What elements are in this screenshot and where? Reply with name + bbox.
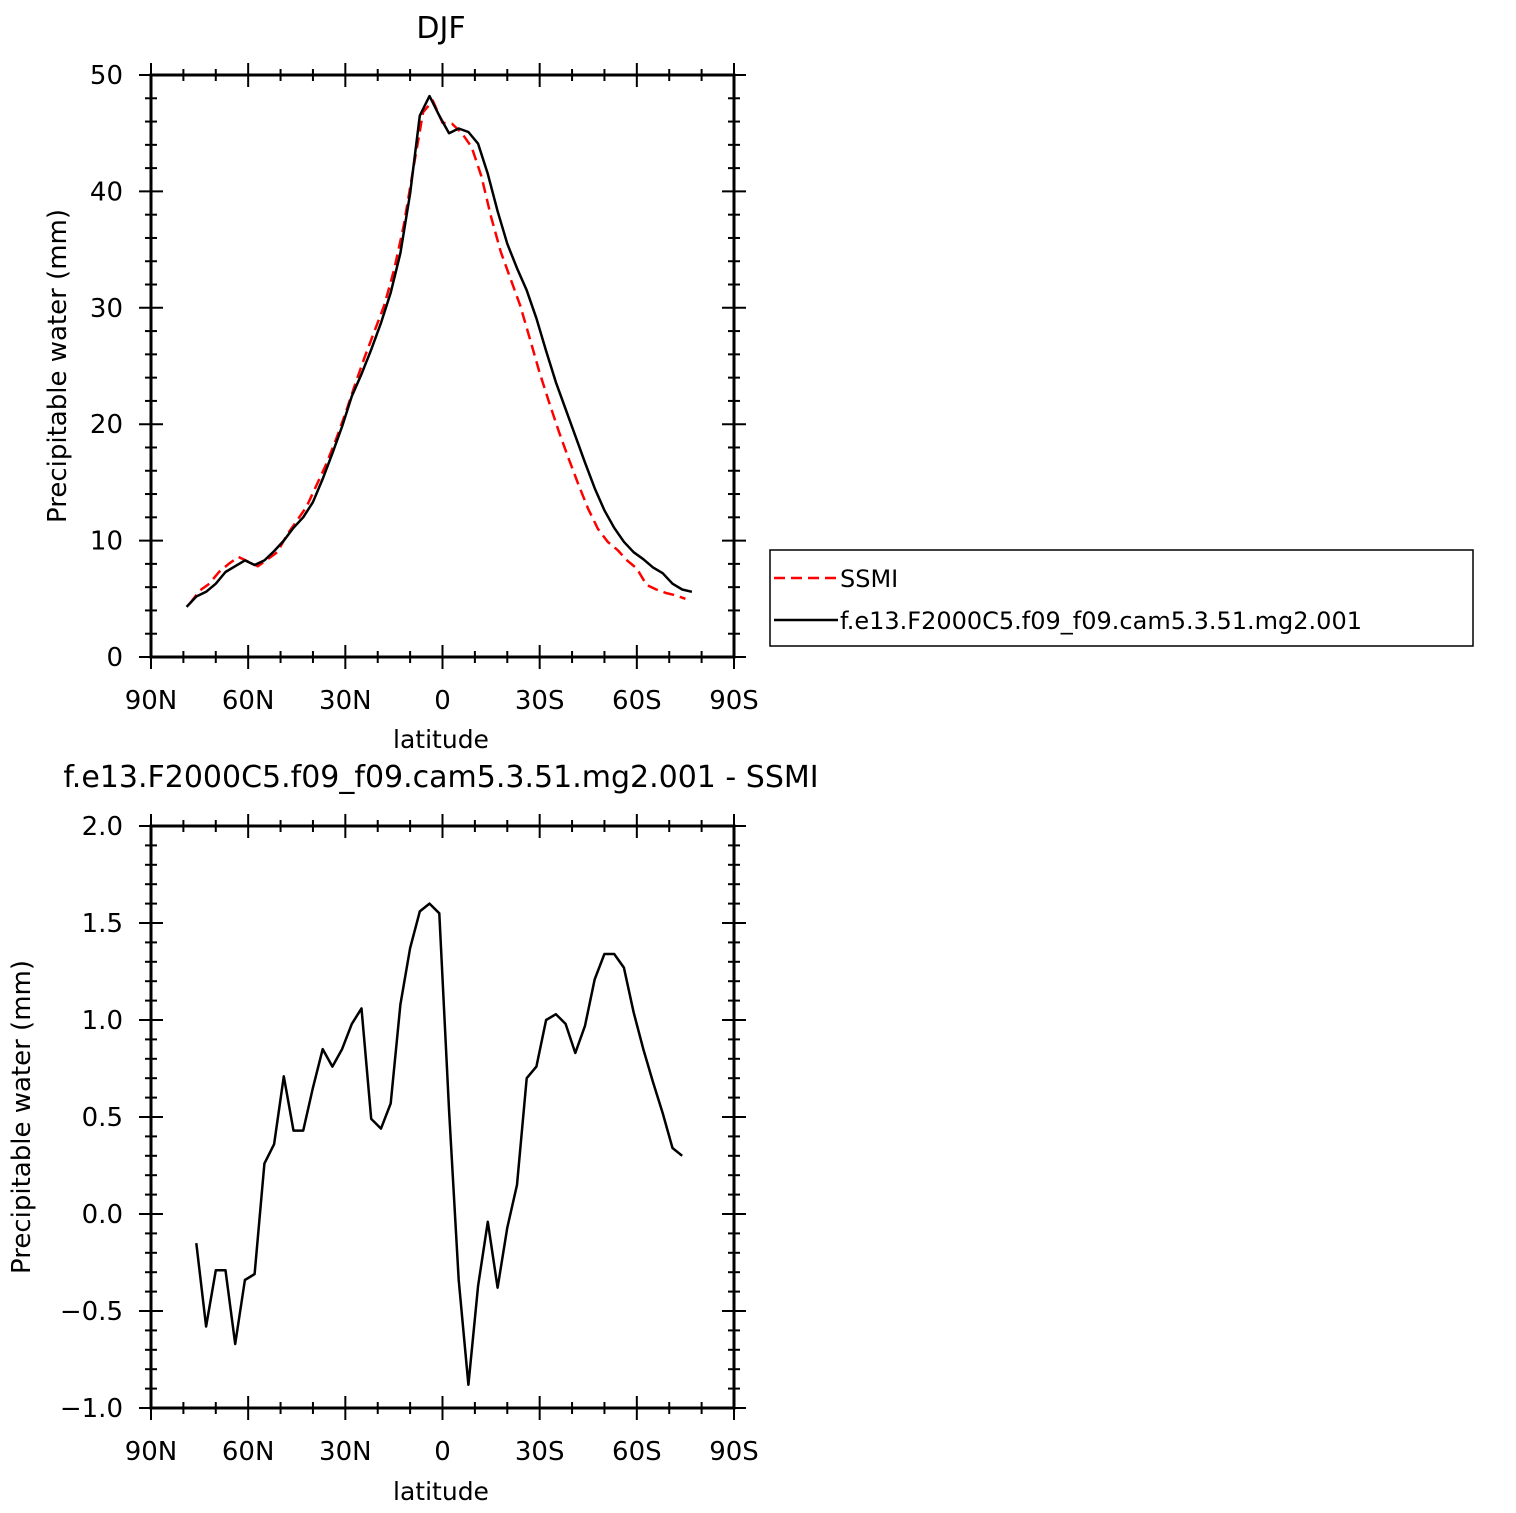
- plot-area: 90N 60N 30N 0 30S 60S 90S −1.0 −0.5 0.0 0.5 1.0 1.5 2…: [60, 812, 759, 1467]
- y-axis-label: Precipitable water (mm): [43, 209, 73, 523]
- djf-panel: DJF Precipitable water (mm) latitude 90N…: [43, 11, 759, 754]
- y-tick-label: 20: [90, 410, 123, 440]
- difference-panel: f.e13.F2000C5.f09_f09.cam5.3.51.mg2.001 …: [7, 760, 819, 1506]
- legend: SSMI f.e13.F2000C5.f09_f09.cam5.3.51.mg2…: [769, 549, 1474, 647]
- plot-frame: [149, 824, 736, 1410]
- y-tick-label: 40: [90, 177, 123, 207]
- series-line-1: [185, 94, 693, 608]
- x-tick-label: 60S: [612, 686, 662, 716]
- y-tick-label: 30: [90, 294, 123, 324]
- x-tick-label: 30S: [515, 1437, 565, 1467]
- panel-title: DJF: [416, 11, 465, 46]
- x-tick-label: 0: [434, 1437, 451, 1467]
- y-tick-label: 0: [106, 643, 123, 673]
- y-tick-label: 2.0: [82, 812, 123, 842]
- y-tick-label: 50: [90, 61, 123, 91]
- panel-title: f.e13.F2000C5.f09_f09.cam5.3.51.mg2.001 …: [63, 760, 818, 795]
- y-tick-label: 1.0: [82, 1006, 123, 1036]
- x-tick-label: 90N: [125, 1437, 178, 1467]
- legend-label-ssmi: SSMI: [840, 565, 898, 593]
- x-tick-label: 60N: [222, 686, 275, 716]
- x-tick-label: 90S: [709, 1437, 759, 1467]
- x-tick-label: 90S: [709, 686, 759, 716]
- x-tick-label: 0: [434, 686, 451, 716]
- x-tick-label: 30S: [515, 686, 565, 716]
- x-tick-label: 60S: [612, 1437, 662, 1467]
- x-tick-label: 30N: [319, 1437, 372, 1467]
- x-axis-label: latitude: [393, 725, 489, 754]
- legend-box: [769, 549, 1474, 647]
- plot-area: 90N 60N 30N 0 30S 60S 90S 0 10 20 30 40 50: [90, 61, 759, 716]
- y-tick-label: −1.0: [60, 1394, 123, 1424]
- series-line-0: [188, 99, 686, 605]
- y-tick-label: 0.0: [82, 1200, 123, 1230]
- plot-frame: [149, 73, 736, 659]
- x-tick-label: 30N: [319, 686, 372, 716]
- y-axis-label: Precipitable water (mm): [7, 960, 37, 1274]
- series-line-0: [195, 902, 683, 1386]
- y-tick-label: 0.5: [82, 1103, 123, 1133]
- x-axis-label: latitude: [393, 1477, 489, 1506]
- y-tick-label: 1.5: [82, 909, 123, 939]
- y-tick-label: 10: [90, 527, 123, 557]
- x-tick-label: 90N: [125, 686, 178, 716]
- y-tick-label: −0.5: [60, 1297, 123, 1327]
- legend-label-model: f.e13.F2000C5.f09_f09.cam5.3.51.mg2.001: [840, 607, 1362, 635]
- x-tick-label: 60N: [222, 1437, 275, 1467]
